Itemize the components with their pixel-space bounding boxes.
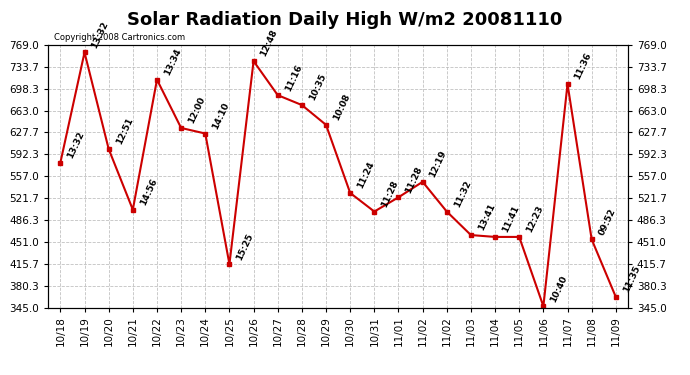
Text: 11:41: 11:41	[501, 204, 521, 234]
Text: 12:00: 12:00	[187, 96, 207, 125]
Text: 13:41: 13:41	[477, 202, 497, 232]
Text: 11:24: 11:24	[356, 160, 376, 190]
Text: 09:52: 09:52	[598, 207, 618, 237]
Text: 13:32: 13:32	[66, 130, 86, 160]
Text: 10:08: 10:08	[332, 93, 352, 122]
Text: 15:25: 15:25	[235, 232, 255, 261]
Text: 12:19: 12:19	[428, 149, 448, 179]
Text: Copyright 2008 Cartronics.com: Copyright 2008 Cartronics.com	[54, 33, 185, 42]
Text: 10:40: 10:40	[549, 274, 569, 303]
Text: 11:16: 11:16	[284, 63, 304, 92]
Text: 11:32: 11:32	[453, 179, 473, 209]
Text: 11:28: 11:28	[380, 179, 400, 209]
Text: 12:23: 12:23	[525, 204, 545, 234]
Text: 11:28: 11:28	[404, 165, 424, 195]
Text: 14:56: 14:56	[139, 177, 159, 207]
Text: 10:35: 10:35	[308, 73, 328, 102]
Text: 13:34: 13:34	[163, 47, 183, 77]
Text: 12:51: 12:51	[115, 117, 135, 146]
Text: 14:10: 14:10	[211, 101, 231, 131]
Text: 13:32: 13:32	[90, 20, 110, 50]
Text: 12:48: 12:48	[259, 28, 279, 58]
Text: Solar Radiation Daily High W/m2 20081110: Solar Radiation Daily High W/m2 20081110	[128, 11, 562, 29]
Text: 11:36: 11:36	[573, 51, 593, 81]
Text: 11:35: 11:35	[622, 264, 642, 294]
